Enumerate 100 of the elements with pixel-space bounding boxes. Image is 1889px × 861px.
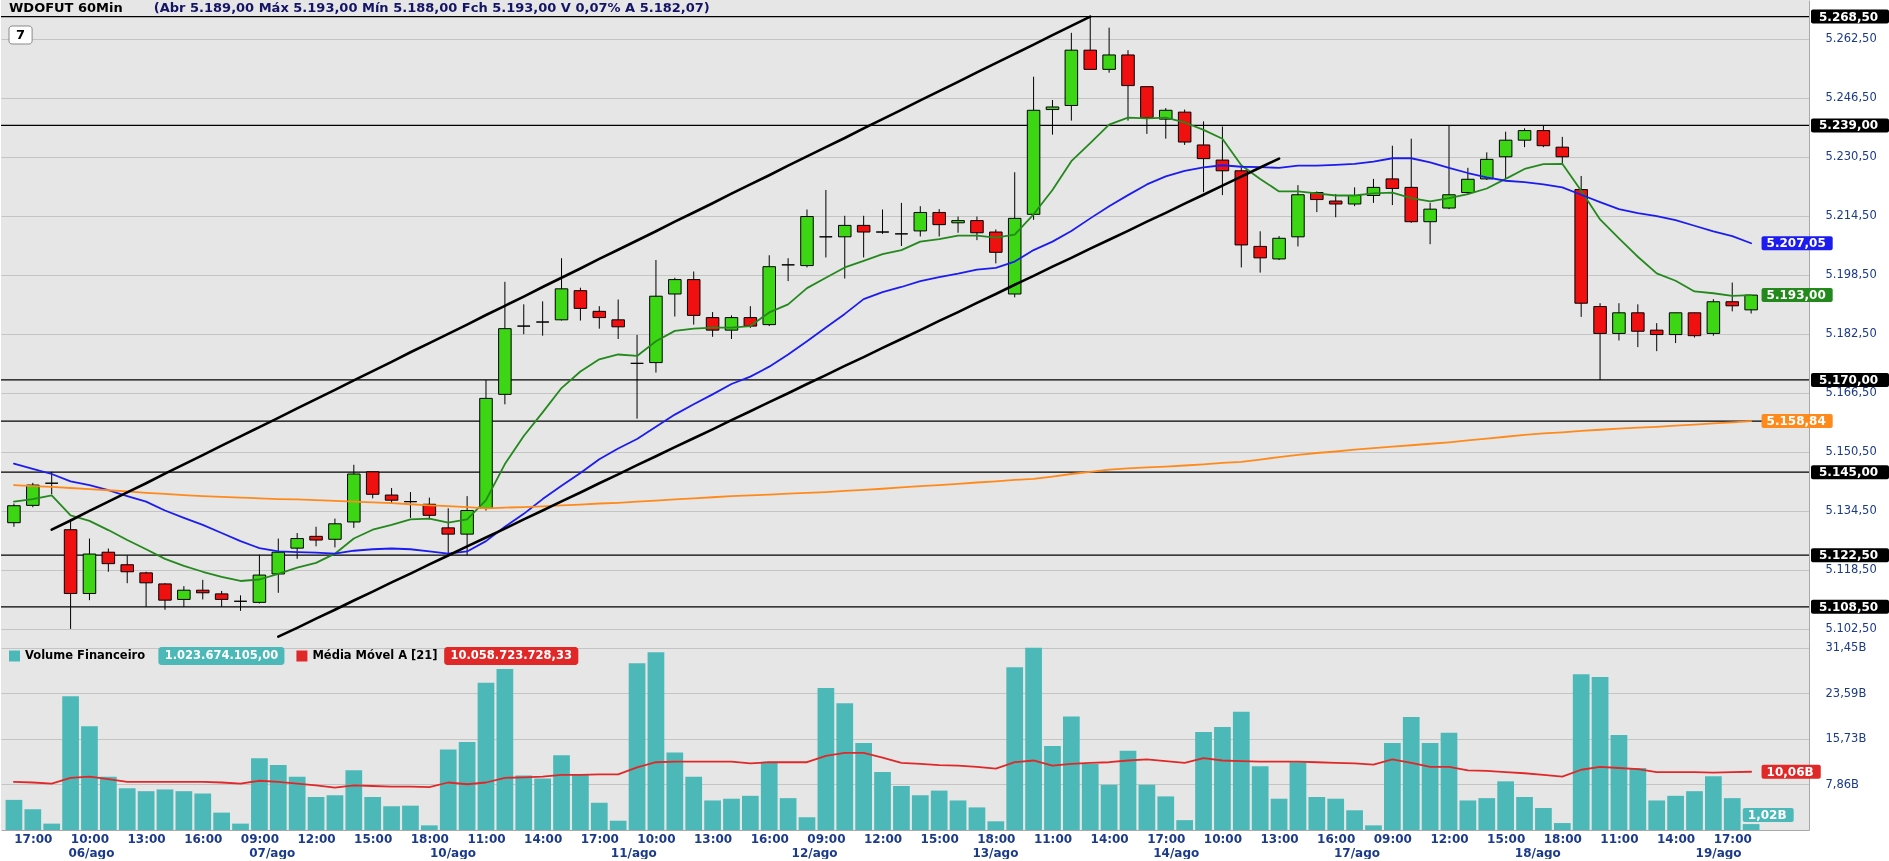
- bar: [893, 785, 910, 830]
- bar: [1402, 717, 1420, 830]
- bar: [572, 774, 589, 830]
- bar: [1742, 824, 1760, 830]
- bar: [1629, 768, 1647, 830]
- bar: [1686, 791, 1703, 830]
- bar: [1459, 800, 1477, 830]
- bar: [1327, 798, 1345, 830]
- bar: [1232, 711, 1250, 830]
- bar: [1195, 732, 1212, 830]
- bar: [43, 823, 61, 830]
- annotation: 10.058.723.728,33: [450, 648, 572, 662]
- bar: [534, 778, 551, 830]
- bar: [855, 743, 872, 830]
- bar: [194, 793, 212, 830]
- bar: [911, 795, 929, 830]
- x-tick-label: 16:00: [750, 831, 789, 846]
- bar: [1478, 798, 1496, 830]
- bar: [232, 823, 249, 830]
- x-tick-label: 13:00: [127, 831, 166, 846]
- bar: [1365, 825, 1382, 830]
- text: 12/ago: [791, 846, 838, 860]
- bar: [458, 741, 476, 830]
- bar: [817, 688, 835, 830]
- bar: [1214, 726, 1231, 830]
- x-tick-label: 10:00: [70, 831, 110, 846]
- x-tick-label: 18:00: [977, 831, 1016, 846]
- bar: [1063, 716, 1080, 830]
- bar: [949, 800, 967, 830]
- bar: [5, 799, 23, 830]
- bar: [590, 802, 608, 830]
- bar: [477, 682, 495, 830]
- y-tick-label: 23,59B: [1825, 685, 1867, 700]
- bar: [1251, 766, 1269, 830]
- x-tick-label: 15:00: [354, 831, 393, 846]
- bar: [213, 812, 230, 830]
- y-tick-label: 31,45B: [1825, 640, 1867, 655]
- bar: [742, 795, 759, 830]
- bar: [1289, 762, 1307, 830]
- x-tick-label: 16:00: [1317, 831, 1356, 846]
- data-label: 1,02B: [1747, 808, 1787, 823]
- y-tick-label: 15,73B: [1825, 731, 1867, 746]
- x-tick-label: 10:00: [637, 831, 676, 846]
- bar: [99, 776, 117, 830]
- bar: [1157, 796, 1175, 830]
- bar: [779, 798, 797, 830]
- bar: [288, 776, 306, 830]
- annotation: 1.023.674.105,00: [164, 648, 279, 662]
- bar: [81, 726, 98, 830]
- bar: [326, 795, 344, 830]
- legend-label: Volume Financeiro: [25, 648, 146, 662]
- bar: [1138, 784, 1156, 830]
- bar: [269, 765, 287, 830]
- bar: [1081, 763, 1099, 830]
- bar: [723, 798, 740, 830]
- bar: [1100, 784, 1118, 830]
- bar: [930, 790, 948, 830]
- bar: [968, 807, 986, 830]
- text: 06/ago: [68, 846, 115, 860]
- text: 18/ago: [1514, 846, 1561, 860]
- bar: [666, 752, 684, 830]
- x-tick-label: 17:00: [14, 831, 53, 846]
- x-tick-label: 17:00: [1713, 831, 1752, 846]
- bar: [24, 809, 42, 830]
- text: 11/ago: [610, 846, 657, 860]
- bar: [553, 755, 570, 830]
- bar: [628, 663, 646, 830]
- bar: [1270, 798, 1288, 830]
- bar: [760, 761, 778, 830]
- bar: [1705, 776, 1722, 830]
- x-tick-label: 17:00: [1147, 831, 1186, 846]
- text: 17/ago: [1333, 846, 1381, 860]
- bar: [496, 668, 514, 830]
- bar: [364, 796, 382, 830]
- x-tick-label: 12:00: [297, 831, 336, 846]
- bar: [1648, 800, 1666, 830]
- bar: [1025, 647, 1042, 830]
- bar: [1553, 823, 1571, 830]
- bar: [251, 758, 268, 830]
- bar: [1535, 807, 1552, 830]
- bar: [1119, 750, 1137, 830]
- x-tick-label: 10:00: [1203, 831, 1243, 846]
- x-tick-label: 14:00: [1090, 831, 1129, 846]
- bar: [1044, 746, 1061, 830]
- x-tick-label: 12:00: [1430, 831, 1469, 846]
- x-tick-label: 09:00: [240, 831, 280, 846]
- bar: [704, 800, 721, 830]
- bar: [685, 776, 703, 830]
- bar: [62, 696, 79, 830]
- bar: [836, 703, 854, 830]
- x-tick-label: 13:00: [693, 831, 733, 846]
- bar: [1723, 798, 1741, 830]
- bar: [515, 775, 533, 830]
- text: 07/ago: [249, 846, 296, 860]
- bar: [1497, 781, 1515, 830]
- bar: [1006, 667, 1024, 830]
- bar: [609, 820, 627, 830]
- bar: [1440, 732, 1458, 830]
- bar: [402, 805, 419, 830]
- x-tick-label: 16:00: [184, 831, 223, 846]
